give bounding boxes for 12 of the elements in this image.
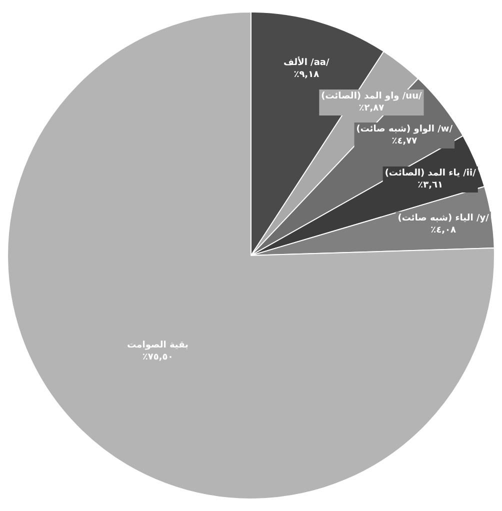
slice-label: واو المد (الصائت) /uu/ (321, 91, 422, 102)
data-label: ٪٣,٦١ (418, 180, 444, 191)
slice-label: الياء (شبه صائت) /y/ (398, 214, 490, 224)
slice-label: ياء المد (الصائت) /ii/ (384, 168, 477, 179)
data-label: ٪٩,١٨ (294, 70, 320, 80)
data-label: ٪٢,٨٧ (358, 103, 385, 114)
data-label: ٪٤,٠٨ (430, 226, 457, 236)
data-label: ٪٧٥,٥٠ (142, 352, 174, 363)
slice-label: بقية الصوامت (127, 340, 188, 351)
slice-label: الواو (شبه صائت) /w/ (356, 124, 454, 134)
slice-label: الألف /aa/ (284, 56, 330, 68)
data-label: ٪٤,٧٧ (392, 136, 418, 146)
